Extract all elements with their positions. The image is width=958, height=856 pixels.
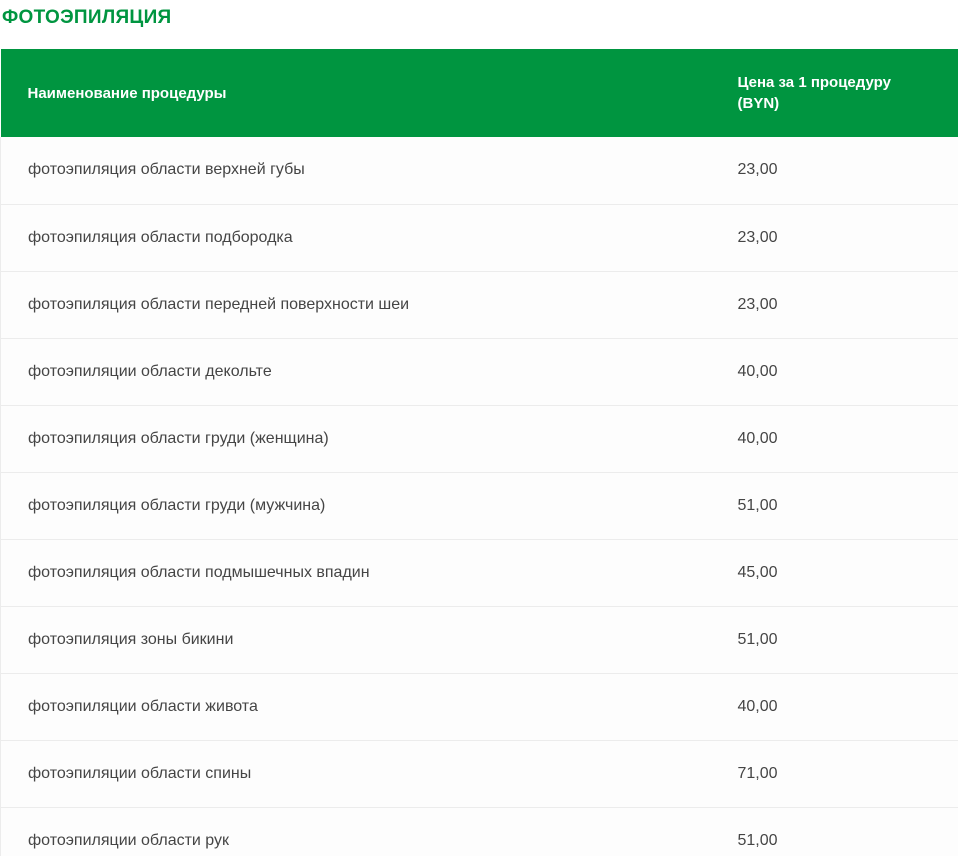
table-row: фотоэпиляция области верхней губы 23,00 [0,137,958,205]
table-row: фотоэпиляция области передней поверхност… [0,271,958,339]
procedure-price-cell: 23,00 [710,204,958,272]
table-row: фотоэпиляции области рук 51,00 [0,807,958,856]
procedure-name-cell: фотоэпиляции области живота [0,673,711,741]
procedure-price-cell: 23,00 [710,271,958,339]
procedure-price-cell: 40,00 [710,405,958,473]
table-row: фотоэпиляции области декольте 40,00 [0,338,958,406]
table-row: фотоэпиляция зоны бикини 51,00 [0,606,958,674]
procedure-price-cell: 40,00 [710,673,958,741]
procedure-name-cell: фотоэпиляция области передней поверхност… [0,271,711,339]
table-header-row: Наименование процедуры Цена за 1 процеду… [0,49,958,137]
procedure-price-cell: 23,00 [710,137,958,205]
table-row: фотоэпиляция области груди (женщина) 40,… [0,405,958,473]
column-header-procedure-name-label: Наименование процедуры [27,84,227,102]
procedure-price-cell: 40,00 [710,338,958,406]
procedure-name-cell: фотоэпиляция области груди (мужчина) [0,472,711,540]
section-title-wrap: ФОТОЭПИЛЯЦИЯ [0,0,958,49]
table-body: фотоэпиляция области верхней губы 23,00 … [0,137,958,856]
column-header-price: Цена за 1 процедуру (BYN) [710,49,958,137]
column-header-procedure-name: Наименование процедуры [0,49,711,137]
procedure-price-cell: 51,00 [710,472,958,540]
procedure-name-cell: фотоэпиляции области рук [0,807,711,856]
procedure-name-cell: фотоэпиляция области подбородка [0,204,711,272]
price-table: Наименование процедуры Цена за 1 процеду… [0,49,958,856]
procedure-name-cell: фотоэпиляции области спины [0,740,711,808]
procedure-name-cell: фотоэпиляция области верхней губы [0,137,711,205]
table-row: фотоэпиляции области спины 71,00 [0,740,958,808]
procedure-name-cell: фотоэпиляция области подмышечных впадин [0,539,711,607]
procedure-name-cell: фотоэпиляции области декольте [0,338,711,406]
column-header-price-label: Цена за 1 процедуру (BYN) [737,74,891,112]
procedure-price-cell: 45,00 [710,539,958,607]
table-row: фотоэпиляции области живота 40,00 [0,673,958,741]
table-row: фотоэпиляция области подмышечных впадин … [0,539,958,607]
procedure-price-cell: 51,00 [710,807,958,856]
procedure-name-cell: фотоэпиляция области груди (женщина) [0,405,711,473]
procedure-price-cell: 71,00 [710,740,958,808]
table-row: фотоэпиляция области подбородка 23,00 [0,204,958,272]
procedure-price-cell: 51,00 [710,606,958,674]
procedure-name-cell: фотоэпиляция зоны бикини [0,606,711,674]
page-title: ФОТОЭПИЛЯЦИЯ [2,7,172,28]
table-row: фотоэпиляция области груди (мужчина) 51,… [0,472,958,540]
